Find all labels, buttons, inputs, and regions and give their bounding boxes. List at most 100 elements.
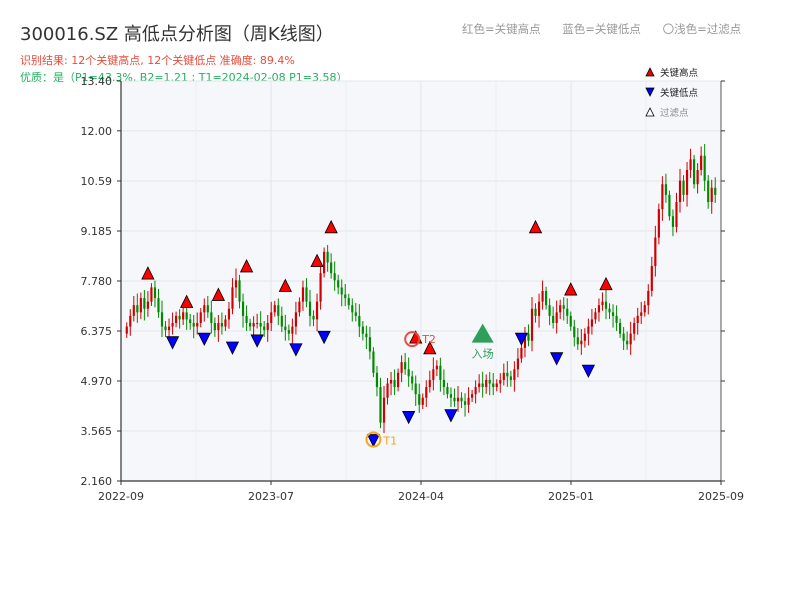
- candle-body: [633, 322, 636, 334]
- candle-body: [590, 319, 593, 327]
- candle-body: [185, 312, 188, 320]
- candle-body: [143, 298, 146, 309]
- candle-body: [220, 322, 223, 327]
- candle-body: [263, 326, 266, 331]
- key-low-marker: [581, 364, 596, 379]
- candle-body: [404, 362, 407, 370]
- candle-body: [400, 362, 403, 373]
- candle-body: [597, 305, 601, 313]
- candle-body: [344, 294, 347, 299]
- candles: [125, 143, 717, 434]
- y-tick-label: 3.565: [81, 425, 113, 438]
- candle-body: [308, 301, 312, 316]
- candle-body: [273, 305, 276, 313]
- candle-body: [555, 312, 558, 323]
- y-tick-label: 4.970: [81, 375, 113, 388]
- candle-body: [442, 379, 445, 388]
- candle-body: [492, 383, 495, 388]
- candle-body: [580, 340, 583, 345]
- candle-body: [418, 394, 421, 405]
- candle-body: [703, 155, 706, 181]
- candle-body: [421, 397, 424, 405]
- candle-body: [463, 401, 467, 405]
- candle-body: [685, 169, 689, 195]
- candle-body: [650, 266, 653, 291]
- candle-body: [393, 379, 396, 388]
- candle-body: [361, 326, 364, 334]
- candle-body: [213, 322, 216, 331]
- candle-body: [700, 155, 703, 170]
- candle-body: [499, 379, 502, 384]
- candle-body: [150, 287, 153, 302]
- chart-title: 300016.SZ 高低点分析图（周K线图）: [20, 24, 334, 45]
- candle-body: [312, 315, 315, 320]
- key-high-marker: [278, 278, 292, 292]
- x-tick-label: 2025-01: [548, 490, 594, 503]
- candle-body: [206, 305, 209, 313]
- legend-marker: [645, 67, 655, 77]
- candle-body: [495, 383, 498, 388]
- key-high-marker: [423, 340, 437, 355]
- candle-body: [615, 315, 618, 323]
- candle-body: [347, 298, 350, 306]
- candle-body: [506, 372, 509, 377]
- candle-body: [601, 301, 604, 306]
- candle-body: [414, 383, 417, 395]
- candle-body: [629, 333, 632, 345]
- key-high-marker: [141, 266, 155, 280]
- candle-body: [509, 376, 512, 380]
- key-high-marker: [324, 219, 338, 234]
- candle-body: [608, 308, 611, 313]
- t1-label: T1: [382, 435, 397, 448]
- candle-body: [530, 308, 534, 341]
- candle-body: [566, 308, 569, 316]
- candle-body: [249, 322, 252, 327]
- x-tick-label: 2024-04: [398, 490, 444, 503]
- candle-body: [315, 301, 319, 320]
- candle-body: [552, 315, 555, 323]
- top-legend-low: 蓝色=关键低点: [562, 22, 641, 36]
- y-tick-label: 6.375: [81, 325, 113, 338]
- t2-label: T2: [421, 333, 436, 346]
- y-tick-label: 10.59: [81, 175, 113, 188]
- candle-body: [252, 322, 255, 327]
- top-legend-filter: 〇浅色=过滤点: [662, 22, 742, 36]
- candle-body: [622, 333, 625, 341]
- candle-body: [619, 322, 622, 334]
- candle-body: [167, 326, 171, 331]
- candle-body: [576, 337, 579, 345]
- candle-body: [604, 301, 608, 309]
- key-high-marker: [180, 294, 194, 308]
- candle-body: [689, 159, 692, 170]
- top-legend: 红色=关键高点 蓝色=关键低点 〇浅色=过滤点: [462, 21, 759, 37]
- y-tick-label: 2.160: [81, 475, 113, 488]
- candle-body: [449, 394, 453, 398]
- candle-body: [523, 333, 527, 348]
- legend-label: 关键高点: [660, 67, 699, 79]
- candle-body: [234, 280, 238, 288]
- candle-body: [541, 290, 544, 302]
- candle-body: [569, 315, 572, 327]
- legend-marker: [645, 87, 655, 97]
- key-high-marker: [211, 287, 226, 301]
- candle-body: [340, 287, 343, 295]
- key-low-marker: [250, 334, 264, 348]
- entry-marker: [471, 323, 494, 343]
- candle-body: [294, 312, 297, 327]
- candle-body: [160, 312, 164, 327]
- candle-body: [428, 379, 431, 388]
- x-tick-label: 2025-09: [698, 490, 744, 503]
- candle-body: [527, 333, 530, 341]
- candle-body: [270, 312, 273, 323]
- candle-body: [654, 237, 657, 267]
- candle-body: [626, 340, 629, 345]
- candle-body: [460, 397, 463, 402]
- key-low-marker: [197, 332, 211, 347]
- key-low-marker: [289, 343, 303, 357]
- candle-body: [379, 387, 382, 423]
- candle-body: [435, 365, 438, 370]
- candle-body: [467, 397, 470, 405]
- candle-body: [502, 372, 505, 380]
